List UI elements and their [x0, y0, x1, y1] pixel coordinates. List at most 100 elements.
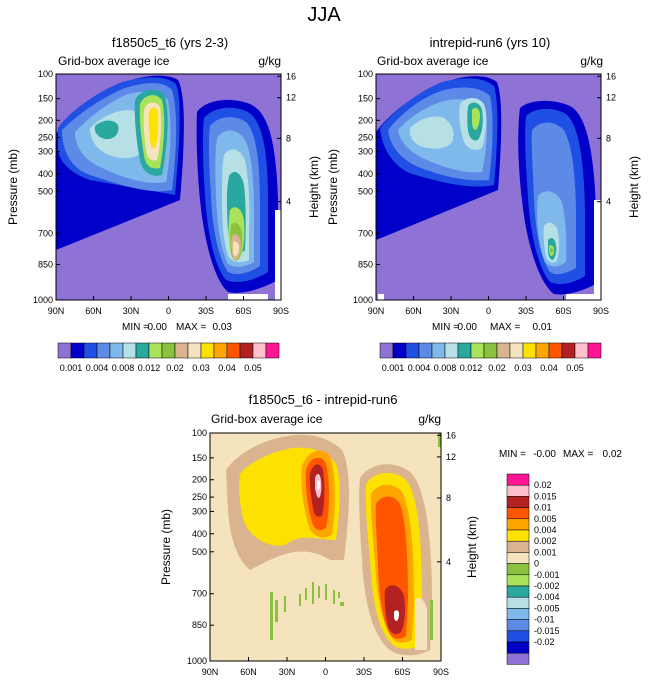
legend-label: 0.01	[534, 503, 552, 513]
y-tick-label: 150	[192, 453, 207, 463]
panel2-max-value: 0.01	[533, 322, 553, 333]
legend-label: -0.002	[534, 581, 560, 591]
legend-label: -0.02	[534, 637, 555, 647]
x-tick-label: 90S	[273, 306, 289, 316]
x-tick-label: 0	[486, 306, 491, 316]
legend-swatch	[506, 473, 530, 486]
y-tick-label: 1000	[33, 295, 53, 305]
legend-label: -0.015	[534, 626, 560, 636]
legend-swatch	[213, 342, 228, 359]
x-tick-label: 30N	[279, 667, 296, 677]
y-tick-label: 300	[358, 147, 373, 157]
legend-swatch	[122, 342, 137, 359]
panel3-y-right-tick-labels: 16 12 8 4	[437, 430, 456, 567]
y-tick-label: 400	[358, 169, 373, 179]
legend-swatch	[506, 652, 530, 665]
y-tick-label: 250	[192, 492, 207, 502]
legend-swatch	[161, 342, 176, 359]
legend-label: 0.012	[460, 363, 483, 373]
legend-swatch	[470, 342, 485, 359]
legend-label: 0	[534, 559, 539, 569]
y-tick-label: 400	[38, 169, 53, 179]
legend-swatch	[392, 342, 407, 359]
legend-swatch	[506, 596, 530, 609]
y-right-tick-label: 4	[286, 197, 291, 207]
panel2-units: g/kg	[580, 54, 603, 68]
legend-swatch	[535, 342, 550, 359]
y-right-tick-label: 8	[286, 133, 291, 143]
y-tick-label: 400	[192, 529, 207, 539]
legend-label: 0.04	[218, 363, 236, 373]
y-tick-label: 200	[38, 115, 53, 125]
page-title: JJA	[307, 4, 341, 26]
legend-label: 0.004	[534, 525, 557, 535]
legend-swatch	[252, 342, 267, 359]
panel2-title: intrepid-run6 (yrs 10)	[430, 35, 551, 50]
legend-label: 0.004	[408, 363, 431, 373]
panel3-contours	[226, 433, 441, 656]
panel1-left-label: Grid-box average ice	[58, 54, 170, 68]
y-tick-label: 1000	[353, 295, 373, 305]
y-right-tick-label: 16	[446, 430, 456, 440]
y-tick-label: 100	[358, 69, 373, 79]
legend-swatch	[506, 529, 530, 542]
legend-label: 0.002	[534, 536, 557, 546]
panel2-contours	[376, 76, 601, 300]
legend-label: 0.004	[86, 363, 109, 373]
y-right-tick-label: 8	[446, 493, 451, 503]
legend-swatch	[148, 342, 163, 359]
panel1-title: f1850c5_t6 (yrs 2-3)	[112, 35, 228, 50]
legend-swatch	[109, 342, 124, 359]
legend-swatch	[574, 342, 589, 359]
x-tick-label: 30N	[443, 306, 460, 316]
panel1-ylabel: Pressure (mb)	[6, 149, 20, 225]
y-tick-label: 700	[358, 228, 373, 238]
legend-swatch	[506, 484, 530, 497]
panel3: f1850c5_t6 - intrepid-run6 Grid-box aver…	[159, 392, 622, 677]
legend-swatch	[431, 342, 446, 359]
legend-swatch	[506, 608, 530, 620]
legend-label: 0.005	[534, 514, 557, 524]
legend-swatch	[509, 342, 524, 359]
y-tick-label: 850	[358, 260, 373, 270]
x-tick-label: 0	[323, 667, 328, 677]
x-tick-label: 90N	[48, 306, 65, 316]
y-right-tick-label: 12	[606, 93, 616, 103]
panel1-x-tick-labels: 90N 60N 30N 0 30S 60S 90S	[48, 296, 289, 316]
y-right-tick-label: 16	[606, 71, 616, 81]
legend-swatch	[379, 342, 394, 359]
panel3-units: g/kg	[418, 412, 441, 426]
x-tick-label: 90N	[202, 667, 219, 677]
legend-swatch	[418, 342, 433, 359]
legend-swatch	[57, 342, 72, 359]
y-right-tick-label: 8	[606, 133, 611, 143]
legend-swatch	[444, 342, 459, 359]
y-tick-label: 300	[38, 147, 53, 157]
legend-label: 0.012	[138, 363, 161, 373]
y-tick-label: 100	[192, 428, 207, 438]
y-tick-label: 150	[358, 94, 373, 104]
legend-swatch	[522, 342, 537, 359]
legend-swatch	[83, 342, 98, 359]
x-tick-label: 30S	[198, 306, 214, 316]
x-tick-label: 60S	[555, 306, 571, 316]
panel1-y-right-tick-labels: 16 12 8 4	[277, 71, 296, 207]
y-tick-label: 200	[192, 475, 207, 485]
y-tick-label: 850	[192, 620, 207, 630]
panel2-ylabel-right: Height (km)	[627, 156, 641, 218]
y-tick-label: 500	[192, 547, 207, 557]
y-tick-label: 500	[358, 187, 373, 197]
x-tick-label: 60N	[405, 306, 422, 316]
legend-swatch	[96, 342, 111, 359]
y-tick-label: 1000	[187, 656, 207, 666]
legend-swatch	[506, 518, 530, 531]
panel2-min-label: MIN =	[432, 322, 459, 333]
legend-label: 0.04	[540, 363, 558, 373]
legend-label: 0.001	[382, 363, 405, 373]
legend-swatch	[226, 342, 241, 359]
legend-swatch	[457, 342, 472, 359]
legend-label: 0.03	[192, 363, 210, 373]
panel3-max-value: 0.02	[603, 449, 623, 460]
